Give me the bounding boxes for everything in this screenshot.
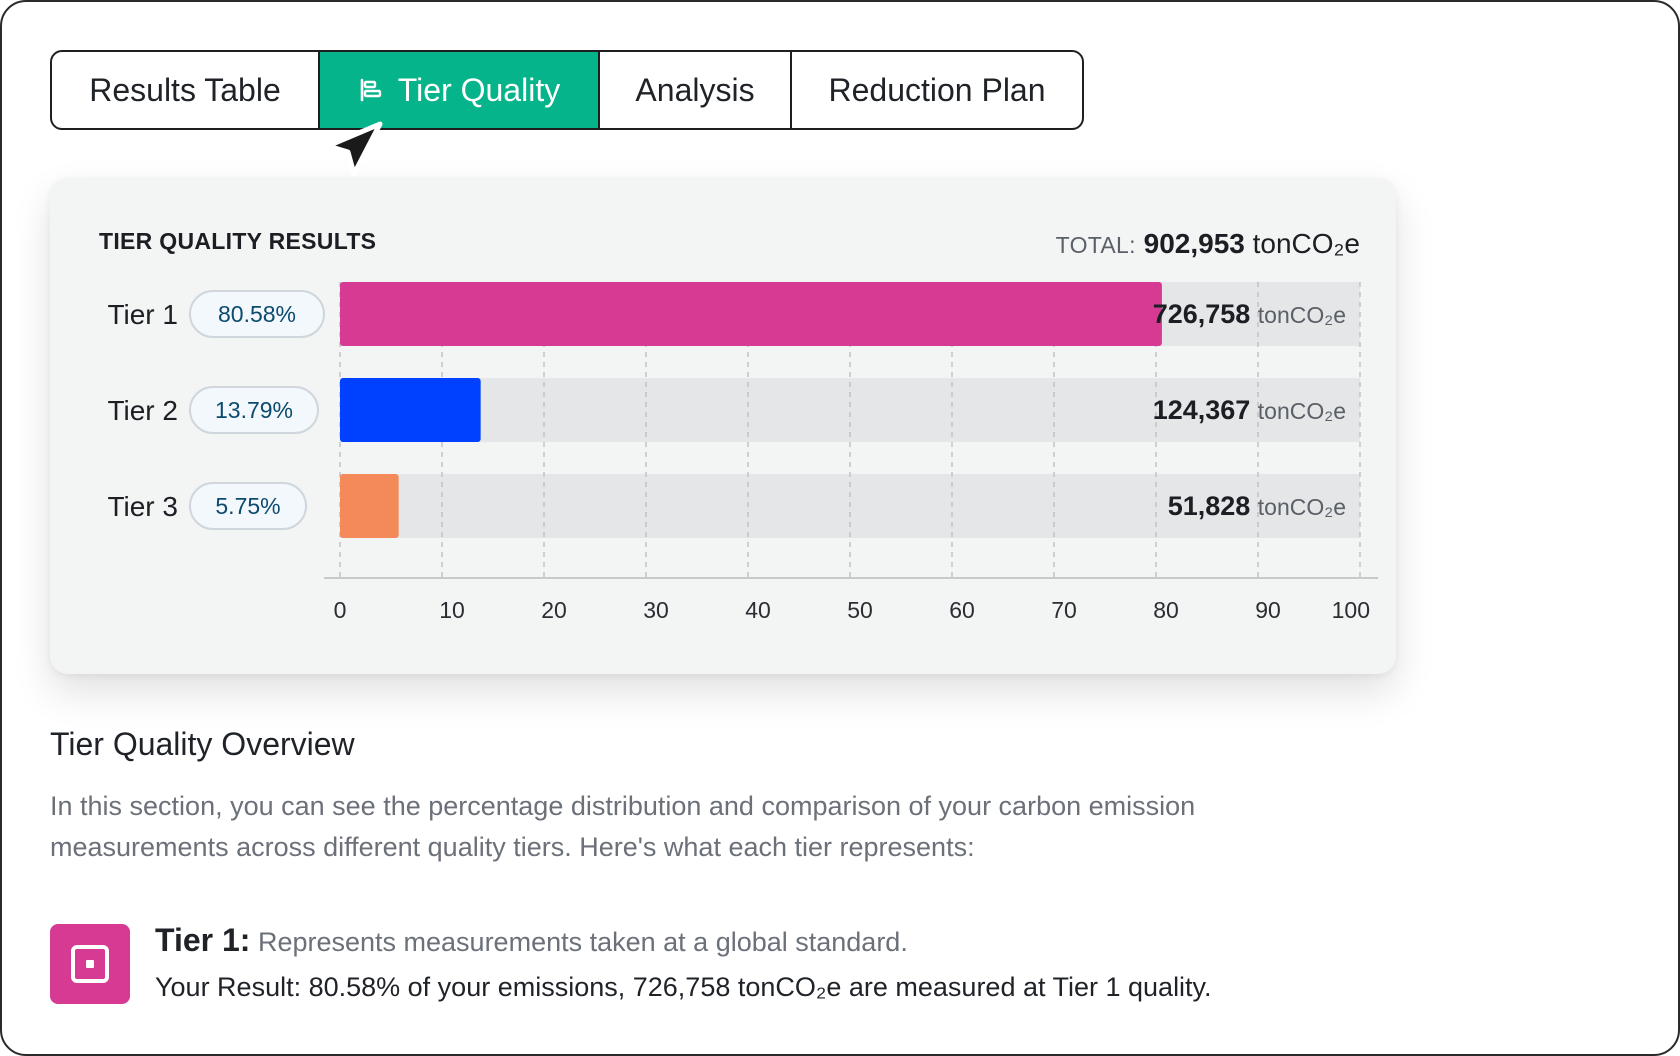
tier1-icon: [50, 924, 130, 1004]
tab-reduction-plan[interactable]: Reduction Plan: [792, 52, 1082, 128]
tab-bar: Results Table Tier Quality Analysis Redu…: [50, 50, 1084, 130]
overview-title: Tier Quality Overview: [50, 726, 355, 762]
tier1-heading: Tier 1:: [155, 922, 251, 958]
card-title: TIER QUALITY RESULTS: [99, 228, 377, 254]
x-tick-label: 0: [334, 597, 347, 623]
total-emissions: TOTAL: 902,953 tonCO₂e: [1056, 228, 1360, 260]
total-unit: tonCO₂e: [1252, 228, 1360, 259]
bar-chart-icon: [360, 78, 381, 102]
tier-label: Tier 2: [107, 395, 178, 426]
percent-pill: [189, 290, 325, 338]
x-tick-label: 20: [541, 597, 567, 623]
tab-analysis[interactable]: Analysis: [600, 52, 792, 128]
tier1-description: Tier 1: Represents measurements taken at…: [155, 922, 908, 959]
tier-quality-card: TIER QUALITY RESULTS TOTAL: 902,953 tonC…: [50, 178, 1396, 674]
value-label: 51,828 tonCO₂e: [1168, 491, 1346, 521]
value-label: 124,367 tonCO₂e: [1153, 395, 1346, 425]
x-tick-label: 60: [949, 597, 975, 623]
tier-bar-chart: 0 10 20 30 40 50 60 70 80 90 100 Tier 1 80.58% 726,75…: [107, 282, 1378, 623]
bar-1: [340, 282, 1162, 346]
tab-label: Analysis: [635, 71, 755, 108]
value-label: 726,758 tonCO₂e: [1153, 299, 1346, 329]
overview-description: In this section, you can see the percent…: [50, 791, 1196, 862]
total-label: TOTAL:: [1055, 232, 1136, 258]
tier-label: Tier 1: [107, 299, 178, 330]
bar-track: [340, 378, 1360, 442]
percent-label: 5.75%: [215, 493, 280, 519]
x-tick-label: 70: [1051, 597, 1077, 623]
tab-label: Results Table: [89, 71, 281, 108]
x-tick-label: 90: [1255, 597, 1281, 623]
x-tick-label: 50: [847, 597, 873, 623]
tab-label: Tier Quality: [397, 71, 561, 108]
percent-label: 13.79%: [215, 397, 293, 423]
tier1-result: Your Result: 80.58% of your emissions, 7…: [155, 972, 1212, 1002]
total-value: 902,953: [1143, 228, 1245, 259]
percent-pill: [189, 386, 319, 434]
tab-label: Reduction Plan: [828, 71, 1046, 108]
tier1-desc-text: Represents measurements taken at a globa…: [250, 927, 908, 957]
x-tick-label: 80: [1153, 597, 1179, 623]
x-tick-label: 100: [1332, 597, 1370, 623]
tab-tier-quality[interactable]: Tier Quality: [320, 52, 600, 128]
tab-results-table[interactable]: Results Table: [52, 52, 320, 128]
x-tick-label: 30: [643, 597, 669, 623]
bar-2: [340, 378, 481, 442]
percent-pill: [189, 482, 307, 530]
x-tick-label: 40: [745, 597, 771, 623]
mouse-pointer-icon: [325, 121, 383, 177]
x-tick-label: 10: [439, 597, 465, 623]
bar-3: [340, 474, 399, 538]
square-dot-icon: [71, 945, 109, 983]
tier-label: Tier 3: [107, 491, 178, 522]
percent-label: 80.58%: [218, 301, 296, 327]
